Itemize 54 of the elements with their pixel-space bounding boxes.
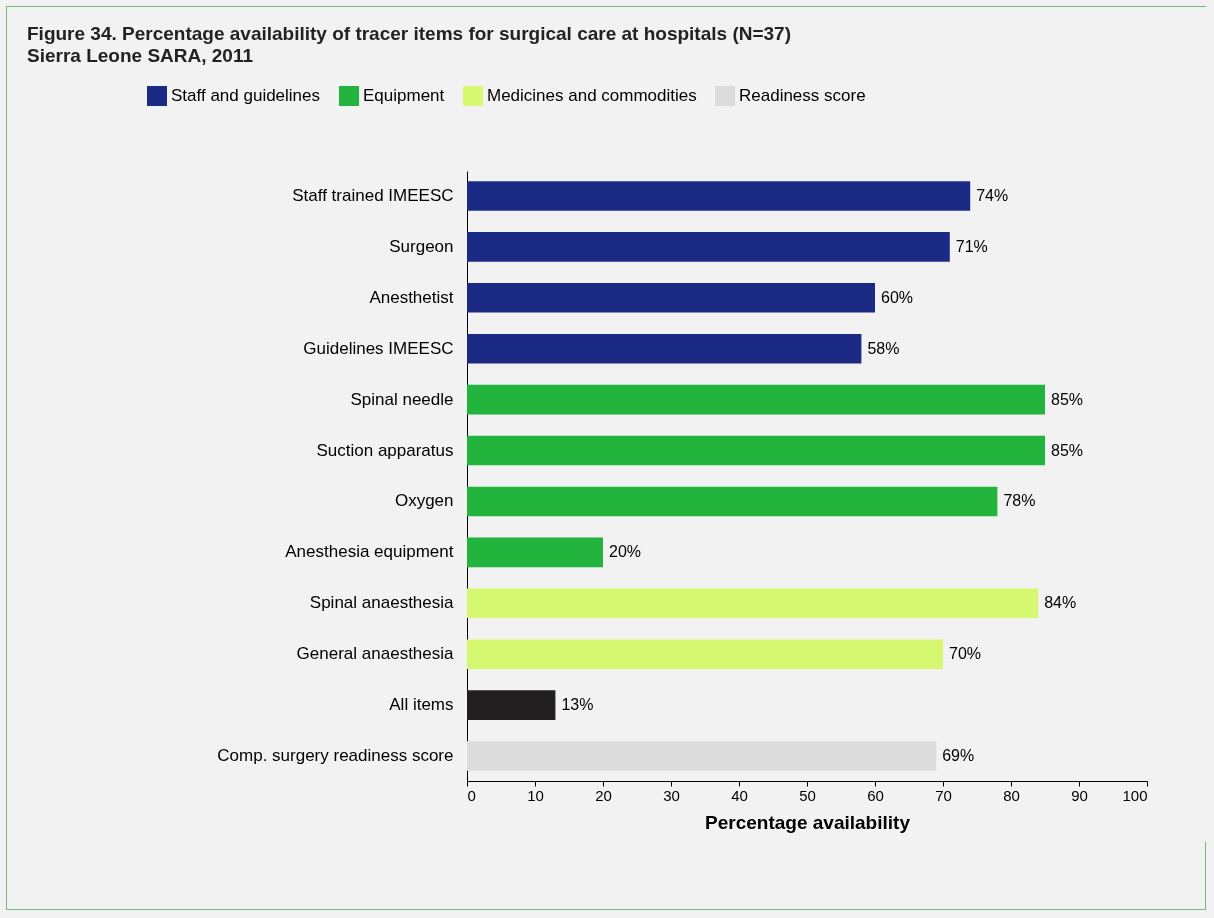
x-tick-label: 50: [799, 786, 816, 804]
legend-label: Staff and guidelines: [171, 86, 321, 105]
x-tick-label: 90: [1071, 786, 1088, 804]
y-tick-label: Guidelines IMEESC: [303, 338, 454, 358]
data-label: 70%: [949, 645, 982, 663]
x-tick-label: 60: [867, 786, 884, 804]
bar: [467, 181, 971, 211]
bar: [467, 741, 937, 771]
x-tick-label: 40: [731, 786, 748, 804]
bar: [467, 537, 603, 568]
y-tick-label: Spinal needle: [350, 389, 454, 409]
bar: [467, 588, 1039, 619]
data-label: 69%: [942, 747, 975, 765]
x-tick-label: 80: [1003, 786, 1020, 804]
bar: [467, 283, 875, 313]
data-label: 20%: [609, 543, 642, 561]
bar: [467, 232, 950, 262]
bar: [467, 384, 1045, 415]
y-tick-label: Staff trained IMEESC: [292, 185, 454, 205]
y-tick-label: Oxygen: [394, 491, 454, 511]
legend-label: Readiness score: [739, 86, 866, 105]
legend-label: Medicines and commodities: [487, 86, 697, 105]
data-label: 71%: [955, 237, 988, 255]
data-label: 60%: [881, 288, 914, 306]
data-label: 84%: [1044, 594, 1077, 612]
x-axis-title: Percentage availability: [705, 811, 911, 833]
data-label: 13%: [561, 696, 594, 714]
x-tick-label: 0: [467, 786, 476, 804]
x-tick-label: 30: [663, 786, 680, 804]
x-tick-label: 70: [935, 786, 952, 804]
y-tick-label: Anesthetist: [369, 287, 454, 307]
bar: [467, 690, 556, 720]
y-tick-label: Anesthesia equipment: [285, 542, 454, 562]
bar: [467, 639, 943, 669]
data-label: 58%: [867, 339, 900, 357]
x-tick-label: 100: [1122, 786, 1148, 804]
y-tick-label: Spinal anaesthesia: [309, 593, 455, 613]
bar: [467, 333, 862, 364]
bar: [467, 435, 1045, 466]
x-tick-label: 10: [527, 786, 544, 804]
y-tick-label: Comp. surgery readiness score: [217, 746, 454, 766]
data-label: 74%: [976, 186, 1009, 204]
bar: [467, 486, 998, 517]
data-label: 85%: [1051, 441, 1084, 459]
chart-title: Figure 34. Percentage availability of tracer items for surgical care at hospitals (N=37): [27, 23, 791, 44]
y-tick-label: Suction apparatus: [316, 440, 454, 460]
data-label: 78%: [1003, 492, 1036, 510]
y-tick-label: General anaesthesia: [296, 644, 455, 664]
data-label: 85%: [1051, 390, 1084, 408]
text: Sierra Leone SARA, 2011: [27, 45, 254, 66]
legend-label: Equipment: [363, 86, 445, 105]
y-tick-label: All items: [389, 695, 454, 715]
y-tick-label: Surgeon: [389, 236, 454, 256]
x-tick-label: 20: [595, 786, 612, 804]
